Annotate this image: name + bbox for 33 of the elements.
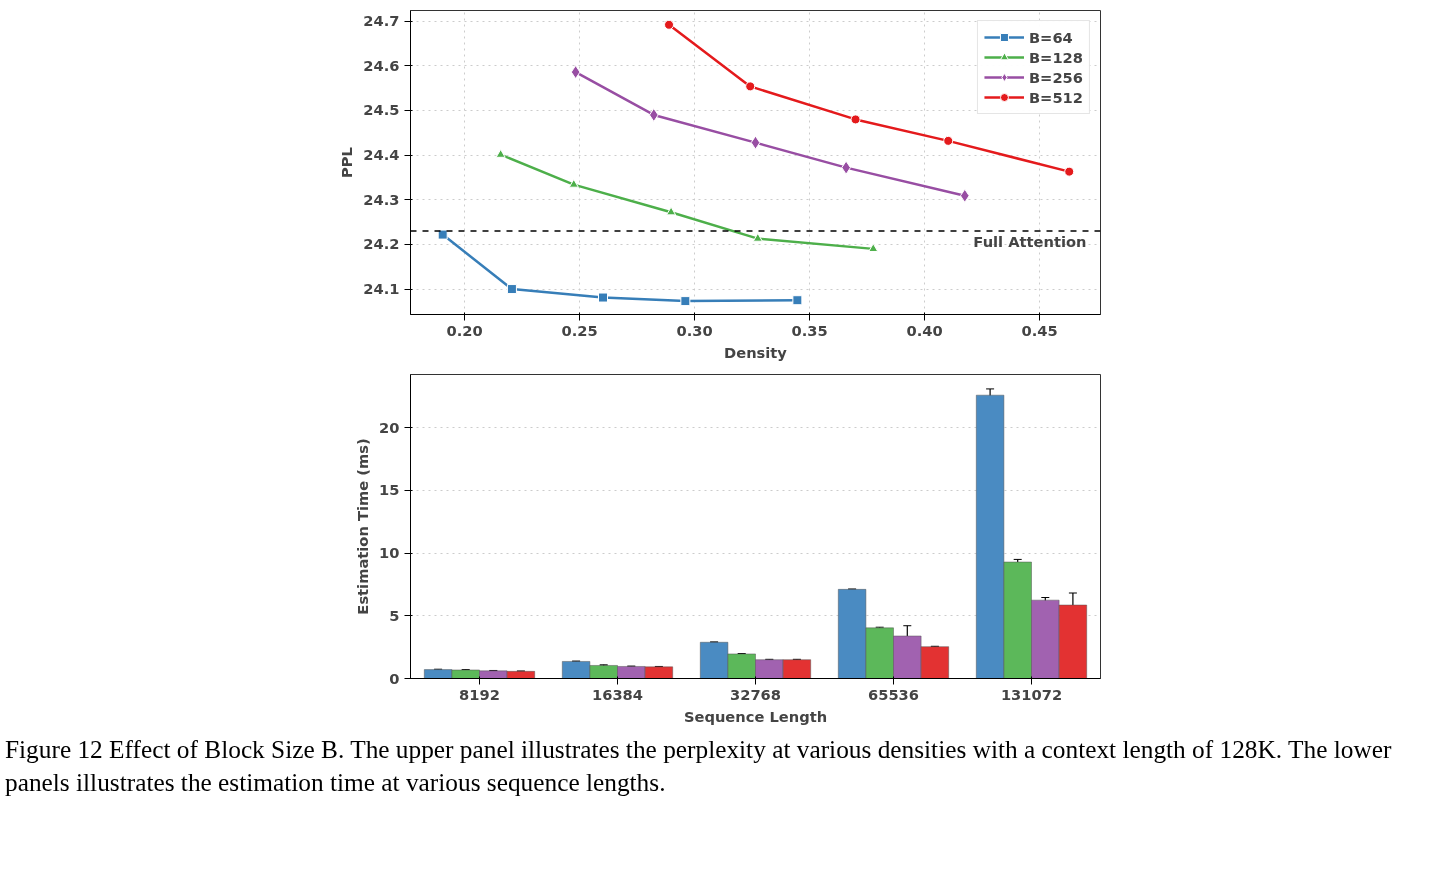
y-tick-label: 24.3 [363, 190, 400, 208]
x-tick-label: 16384 [592, 685, 644, 703]
x-tick-label: 131072 [1000, 685, 1063, 703]
x-tick-label: 0.45 [1021, 321, 1058, 339]
y-axis-title: Estimation Time (ms) [354, 438, 372, 615]
legend-label: B=512 [1028, 88, 1083, 106]
y-tick-label: 24.4 [363, 146, 400, 164]
x-tick-label: 65536 [868, 685, 920, 703]
caption: Figure 12 Effect of Block Size B. The upper panel illustrates the perplexity at various densities with a context length of 128K. The lower panels illustrates the estimation time at various sequence lengths. [5, 734, 1393, 798]
x-tick-label: 0.30 [676, 321, 713, 339]
x-tick-label: 0.25 [561, 321, 598, 339]
y-tick-label: 15 [379, 481, 400, 499]
x-tick-label: 0.20 [446, 321, 483, 339]
legend-label: B=128 [1028, 48, 1083, 66]
y-tick-label: 24.7 [363, 12, 400, 30]
ref-line-label: Full Attention [973, 233, 1087, 251]
y-tick-label: 24.1 [363, 280, 400, 298]
x-tick-label: 8192 [459, 685, 500, 703]
y-tick-label: 24.5 [363, 101, 400, 119]
legend-label: B=256 [1028, 68, 1083, 86]
x-axis-title: Sequence Length [683, 707, 828, 725]
y-axis-title: PPL [338, 147, 356, 178]
y-tick-label: 24.2 [363, 235, 400, 253]
x-axis-title: Density [724, 343, 788, 361]
y-tick-label: 20 [379, 418, 400, 436]
y-tick-label: 0 [389, 669, 400, 687]
x-tick-label: 32768 [730, 685, 782, 703]
y-tick-label: 10 [379, 544, 400, 562]
x-tick-label: 0.40 [906, 321, 943, 339]
legend-label: B=64 [1028, 28, 1073, 46]
y-tick-label: 24.6 [363, 56, 400, 74]
x-tick-label: 0.35 [791, 321, 828, 339]
y-tick-label: 5 [389, 606, 400, 624]
